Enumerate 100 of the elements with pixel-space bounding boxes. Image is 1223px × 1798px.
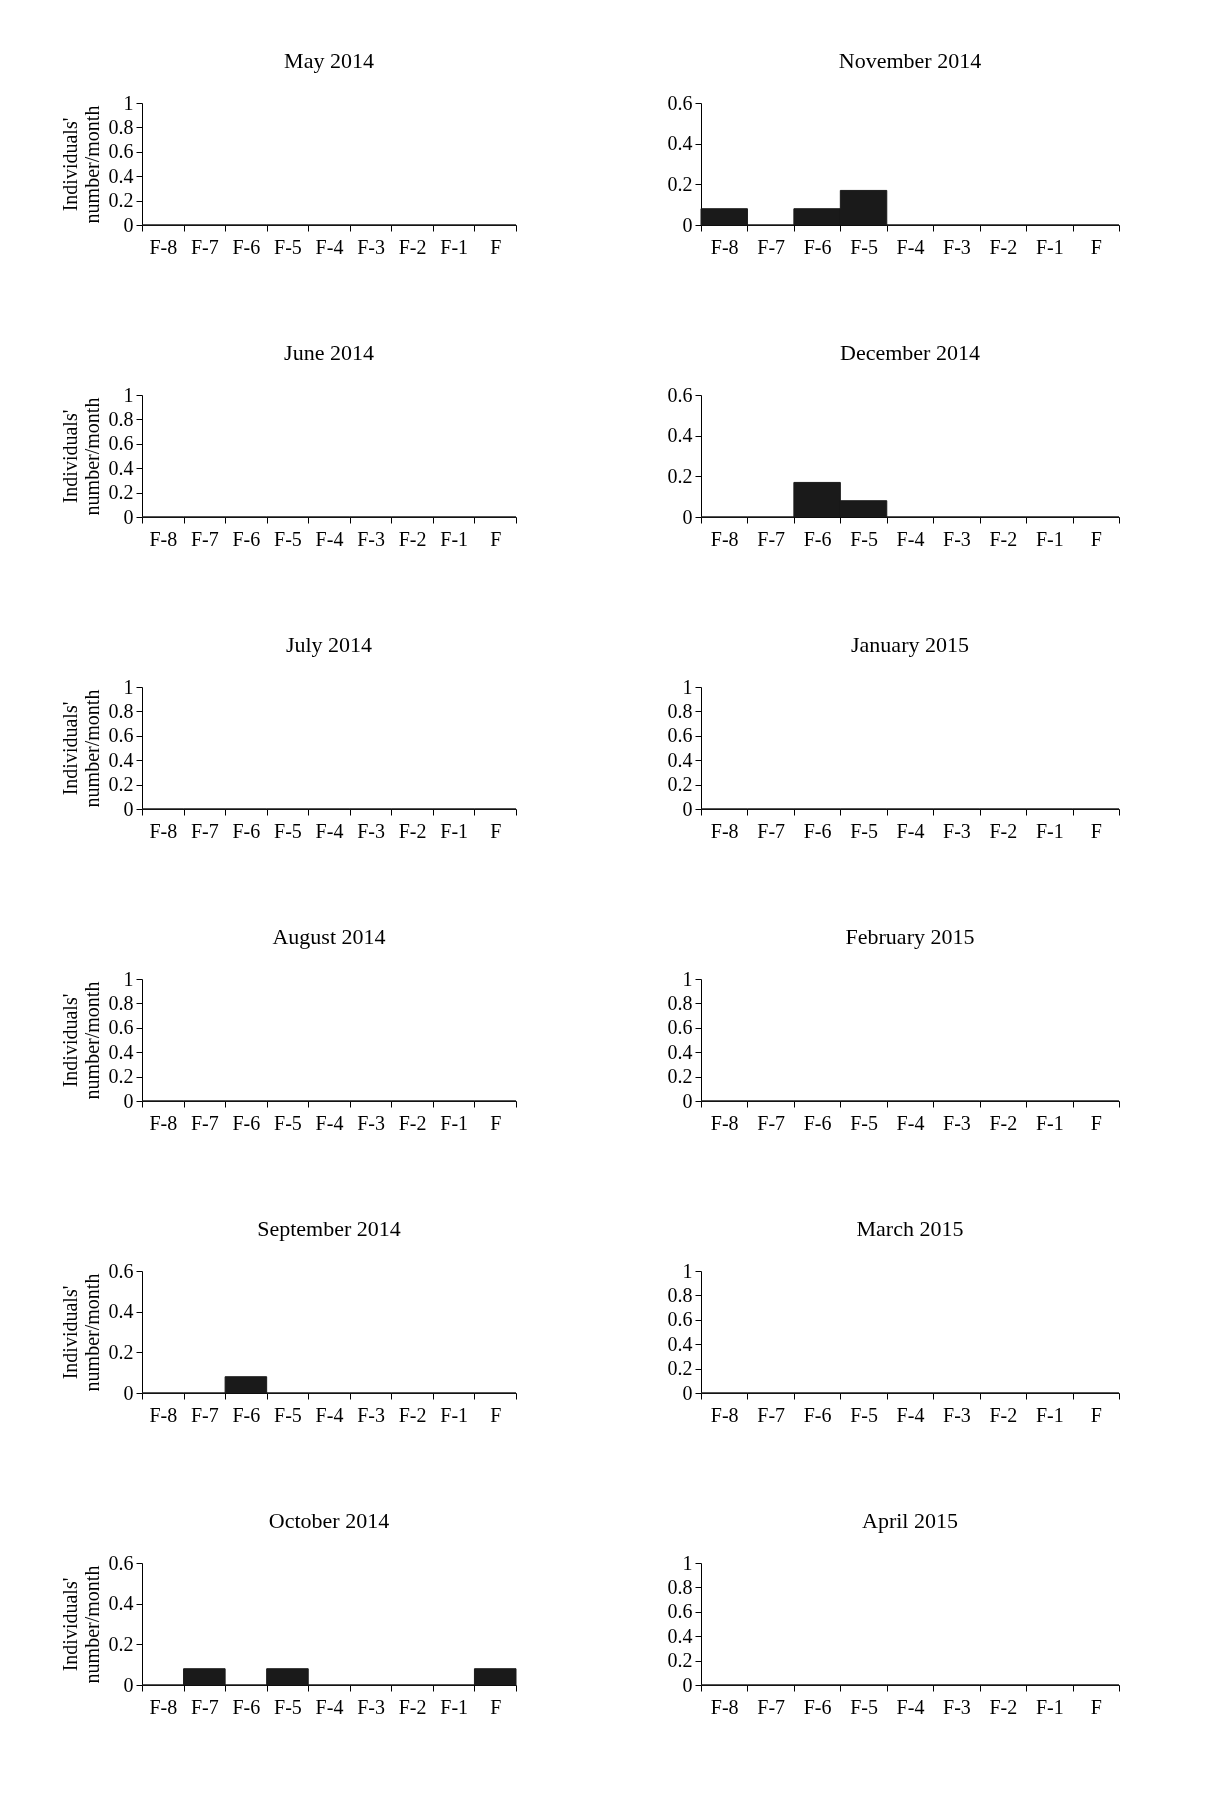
y-tick-label: 0.2: [108, 1340, 134, 1363]
y-tick-label: 0.2: [667, 1357, 693, 1380]
x-tick-label: F-8: [710, 1111, 739, 1134]
x-tick-label: F-3: [357, 819, 385, 842]
y-tick-label: 1: [123, 675, 134, 698]
x-tick-label: F-7: [190, 819, 219, 842]
x-tick-label: F-5: [850, 235, 878, 258]
x-tick-label: F-1: [440, 527, 469, 550]
y-tick-label: 0.6: [108, 1551, 134, 1574]
y-tick-label: 0: [682, 213, 693, 236]
y-tick-label: 0.4: [108, 1040, 134, 1063]
y-tick-label: 0.6: [108, 140, 134, 163]
y-tick-label: 0.8: [108, 991, 134, 1014]
chart-title: March 2015: [856, 1216, 964, 1241]
y-tick-label: 0.6: [108, 1016, 134, 1039]
x-tick-label: F: [490, 1111, 502, 1134]
x-tick-label: F-6: [803, 235, 832, 258]
y-tick-label: 0.2: [667, 773, 693, 796]
x-tick-label: F-4: [315, 1403, 344, 1426]
y-tick-label: 1: [682, 967, 693, 990]
y-tick-label: 0.6: [667, 724, 693, 747]
x-tick-label: F-2: [989, 1111, 1018, 1134]
x-tick-label: F: [1090, 1403, 1102, 1426]
x-tick-label: F-2: [989, 1695, 1018, 1718]
x-tick-label: F-2: [989, 1403, 1018, 1426]
y-tick-label: 0.4: [108, 456, 134, 479]
y-tick-label: 0.8: [108, 407, 134, 430]
y-tick-label: 0.2: [667, 464, 693, 487]
chart-title: January 2015: [851, 632, 969, 657]
x-tick-label: F-6: [232, 1695, 261, 1718]
y-tick-label: 0: [123, 1673, 134, 1696]
x-tick-label: F-6: [232, 1111, 261, 1134]
x-tick-label: F-8: [149, 1111, 178, 1134]
x-tick-label: F-5: [274, 1111, 302, 1134]
y-axis-title: Individuals' number/month: [58, 689, 103, 808]
chart-title: June 2014: [284, 340, 374, 365]
x-tick-label: F-2: [398, 1695, 427, 1718]
x-tick-label: F-3: [357, 235, 385, 258]
x-tick-label: F-1: [440, 819, 469, 842]
x-tick-label: F-6: [232, 527, 261, 550]
x-tick-label: F: [1090, 527, 1102, 550]
chart-title: August 2014: [272, 924, 386, 949]
x-tick-label: F-2: [398, 527, 427, 550]
y-tick-label: 0.2: [108, 1065, 134, 1088]
y-tick-label: 0.2: [667, 1065, 693, 1088]
y-tick-label: 1: [123, 91, 134, 114]
x-tick-label: F-2: [398, 235, 427, 258]
y-tick-label: 1: [123, 383, 134, 406]
x-tick-label: F-3: [943, 1695, 971, 1718]
y-axis-title: Individuals' number/month: [58, 1273, 103, 1392]
y-tick-label: 0.6: [667, 383, 693, 406]
x-tick-label: F-1: [440, 1111, 469, 1134]
y-tick-label: 0.4: [108, 748, 134, 771]
x-tick-label: F-8: [149, 527, 178, 550]
y-tick-label: 0.4: [667, 1040, 693, 1063]
x-tick-label: F-4: [315, 1111, 344, 1134]
x-tick-label: F: [1090, 235, 1102, 258]
y-axis-title: Individuals' number/month: [58, 105, 103, 224]
y-tick-label: 0.2: [108, 481, 134, 504]
x-tick-label: F-1: [1035, 235, 1064, 258]
chart-title: November 2014: [838, 48, 982, 73]
y-tick-label: 0.8: [667, 699, 693, 722]
y-tick-label: 0: [682, 1089, 693, 1112]
x-tick-label: F-3: [357, 1111, 385, 1134]
x-tick-label: F-5: [274, 527, 302, 550]
x-tick-label: F-8: [149, 235, 178, 258]
x-tick-label: F-8: [710, 1403, 739, 1426]
y-tick-label: 0.8: [108, 115, 134, 138]
x-tick-label: F-2: [989, 527, 1018, 550]
x-tick-label: F-4: [896, 527, 925, 550]
x-tick-label: F-7: [190, 235, 219, 258]
y-tick-label: 0.4: [108, 1300, 134, 1323]
y-axis-title: Individuals' number/month: [58, 981, 103, 1100]
y-tick-label: 0.6: [667, 91, 693, 114]
x-tick-label: F-4: [896, 1403, 925, 1426]
x-tick-label: F-4: [315, 819, 344, 842]
y-tick-label: 1: [682, 1551, 693, 1574]
x-tick-label: F-5: [850, 1111, 878, 1134]
y-tick-label: 0.6: [108, 1259, 134, 1282]
x-tick-label: F-5: [274, 1403, 302, 1426]
y-tick-label: 1: [682, 1259, 693, 1282]
x-tick-label: F-3: [357, 527, 385, 550]
x-tick-label: F-6: [232, 235, 261, 258]
x-tick-label: F-4: [315, 1695, 344, 1718]
y-tick-label: 0.4: [108, 1592, 134, 1615]
y-tick-label: 0.8: [667, 991, 693, 1014]
x-tick-label: F-5: [850, 527, 878, 550]
chart-title: July 2014: [285, 632, 373, 657]
y-tick-label: 0.2: [667, 1649, 693, 1672]
x-tick-label: F-5: [850, 1695, 878, 1718]
y-tick-label: 1: [123, 967, 134, 990]
x-tick-label: F: [490, 819, 502, 842]
x-tick-label: F-6: [803, 1403, 832, 1426]
x-tick-label: F-5: [274, 1695, 302, 1718]
x-tick-label: F-5: [274, 819, 302, 842]
y-tick-label: 0.6: [108, 432, 134, 455]
x-tick-label: F-1: [1035, 1111, 1064, 1134]
x-tick-label: F-4: [896, 1111, 925, 1134]
x-tick-label: F-6: [803, 527, 832, 550]
x-tick-label: F-4: [315, 527, 344, 550]
